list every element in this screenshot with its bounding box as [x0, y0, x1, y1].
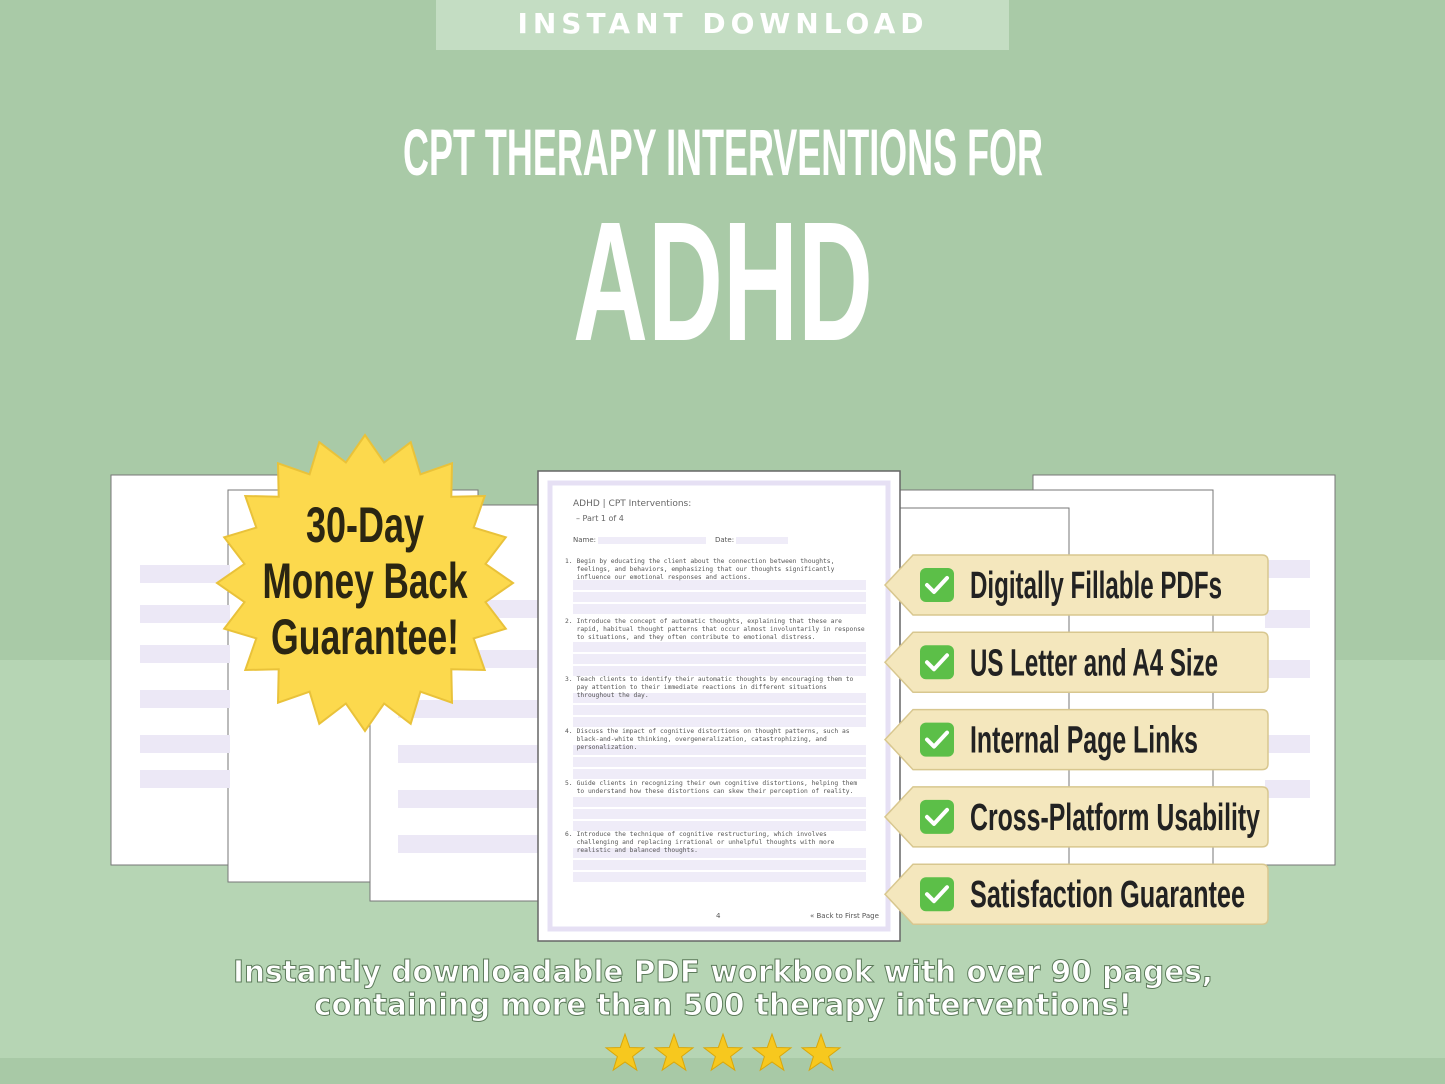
star: [800, 1032, 842, 1072]
check-mark: [925, 730, 949, 749]
star: [604, 1032, 646, 1072]
star: [702, 1032, 744, 1072]
feature-tag: [883, 554, 1269, 616]
item-number: 6.: [565, 831, 573, 838]
check-mark: [925, 653, 949, 672]
check-box: [920, 645, 954, 680]
check-mark: [925, 807, 949, 826]
guarantee-badge: [215, 433, 515, 733]
check-mark: [925, 576, 949, 594]
feature-tag: [883, 708, 1269, 771]
answer-lines: [573, 537, 866, 882]
preview-item: 4. Discuss the impact of cognitive distor…: [565, 728, 867, 752]
badge-line: Guarantee!: [271, 609, 459, 665]
item-number: 5.: [565, 780, 573, 787]
badge-line: Money Back: [263, 553, 468, 609]
feature-text: Internal Page Links: [970, 720, 1198, 762]
check-box: [920, 722, 954, 757]
item-number: 2.: [565, 618, 573, 625]
name-label: Name:: [573, 536, 597, 544]
banner-text: INSTANT DOWNLOAD: [517, 7, 928, 40]
title-line2: ADHD: [573, 187, 873, 377]
feature-text: Digitally Fillable PDFs: [970, 565, 1222, 607]
preview-item: 6. Introduce the technique of cognitive r…: [565, 831, 867, 855]
item-text: Teach clients to identify their automati…: [576, 676, 854, 699]
preview-item: 5. Guide clients in recognizing their own…: [565, 780, 867, 796]
feature-tag: [883, 786, 1269, 848]
preview-item: 1. Begin by educating the client about th…: [565, 558, 867, 582]
check-box: [920, 799, 954, 834]
star: [751, 1032, 793, 1072]
item-number: 4.: [565, 728, 573, 735]
preview-item: 3. Teach clients to identify their automa…: [565, 676, 867, 700]
footer-line: Instantly downloadable PDF workbook with…: [233, 955, 1213, 990]
title-line1: CPT THERAPY INTERVENTIONS FOR: [403, 115, 1043, 189]
check-box: [920, 568, 954, 602]
preview-item: 2. Introduce the concept of automatic tho…: [565, 618, 867, 642]
preview-border: [547, 480, 891, 932]
check-mark: [925, 885, 949, 904]
footer-line: containing more than 500 therapy interve…: [314, 988, 1132, 1023]
badge-line: 30-Day: [306, 497, 424, 553]
feature-tag: [883, 631, 1269, 694]
banner: [436, 0, 1009, 50]
item-text: Introduce the concept of automatic thoug…: [576, 618, 865, 641]
rating-stars: [604, 1032, 842, 1072]
item-number: 3.: [565, 676, 573, 683]
feature-text: Satisfaction Guarantee: [970, 874, 1245, 916]
item-number: 1.: [565, 558, 573, 565]
item-text: Begin by educating the client about the …: [576, 558, 835, 581]
date-label: Date:: [715, 536, 735, 544]
check-box: [920, 877, 954, 912]
feature-text: Cross-Platform Usability: [970, 797, 1260, 839]
item-text: Guide clients in recognizing their own c…: [576, 780, 858, 795]
feature-text: US Letter and A4 Size: [970, 642, 1218, 684]
star: [653, 1032, 695, 1072]
item-text: Discuss the impact of cognitive distorti…: [576, 728, 850, 751]
feature-tag: [883, 863, 1269, 925]
preview-header: ADHD | CPT Interventions:: [573, 499, 692, 509]
back-page-lines: [140, 560, 1310, 853]
preview-part: – Part 1 of 4: [576, 514, 624, 523]
page-number: 4: [716, 912, 721, 920]
item-text: Introduce the technique of cognitive res…: [576, 831, 835, 854]
back-link: « Back to First Page: [810, 912, 879, 920]
